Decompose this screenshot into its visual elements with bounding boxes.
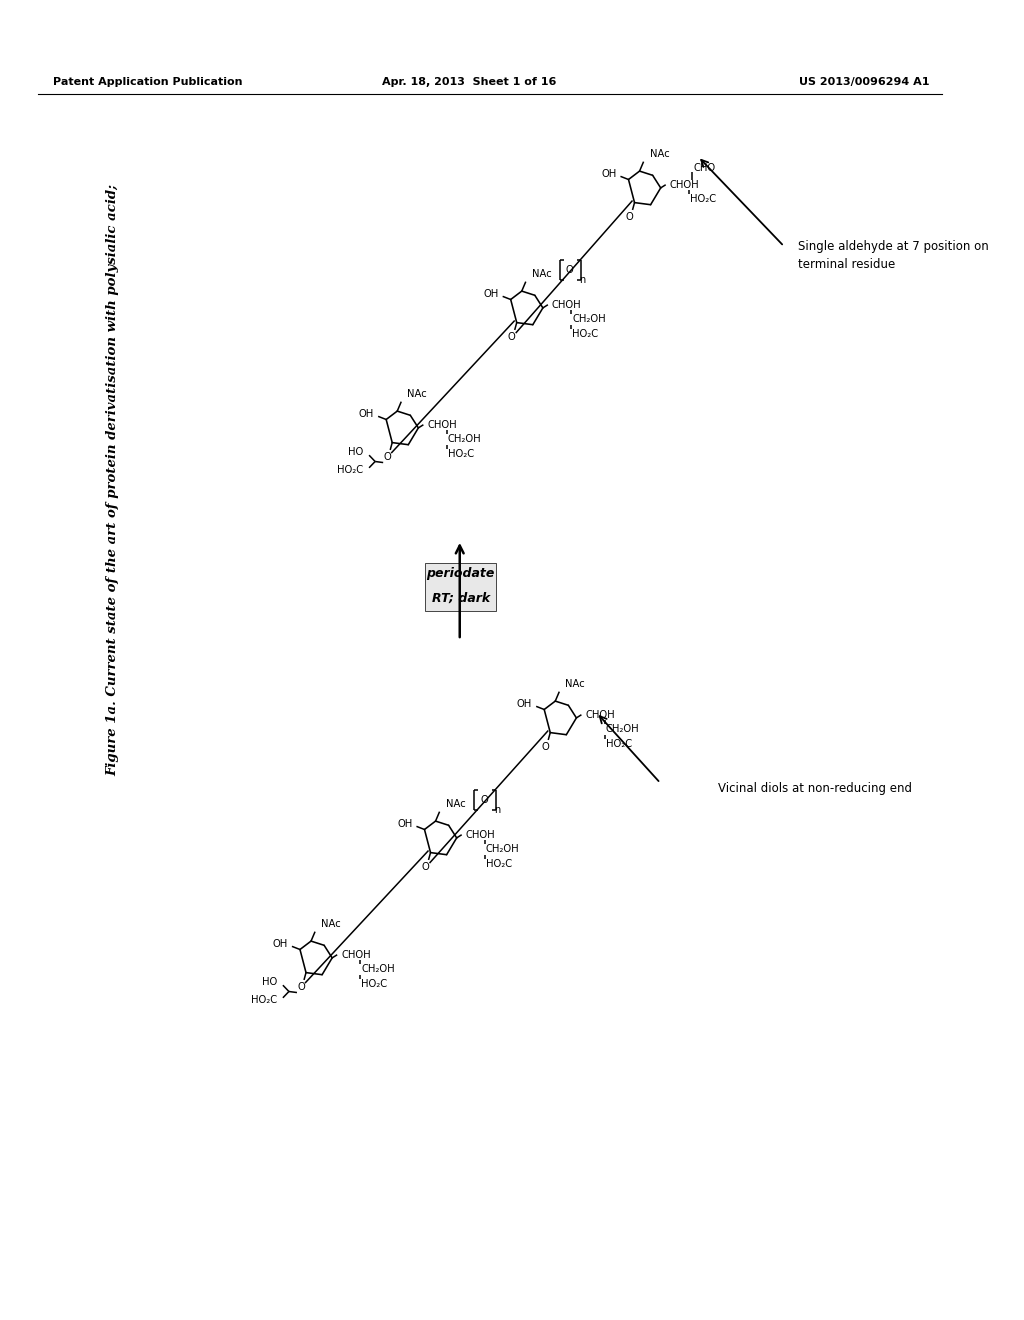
- Text: OH: OH: [397, 820, 413, 829]
- Text: n: n: [495, 805, 501, 814]
- Text: HO₂C: HO₂C: [572, 329, 598, 339]
- Text: NAc: NAc: [649, 149, 670, 160]
- Text: OH: OH: [483, 289, 499, 300]
- Text: NAc: NAc: [565, 680, 585, 689]
- Text: CH₂OH: CH₂OH: [605, 725, 639, 734]
- Text: Single aldehyde at 7 position on: Single aldehyde at 7 position on: [799, 240, 989, 253]
- Text: Patent Application Publication: Patent Application Publication: [52, 77, 243, 87]
- Text: HO₂C: HO₂C: [485, 859, 512, 869]
- Text: NAc: NAc: [322, 919, 341, 929]
- Text: NAc: NAc: [408, 389, 427, 400]
- FancyBboxPatch shape: [425, 564, 497, 611]
- Text: O: O: [565, 265, 573, 275]
- Text: CH₂OH: CH₂OH: [447, 434, 481, 445]
- Text: CHOH: CHOH: [341, 950, 371, 960]
- Text: n: n: [580, 275, 586, 285]
- Text: O: O: [626, 213, 634, 222]
- Text: O: O: [422, 862, 429, 873]
- Text: periodate: periodate: [427, 568, 495, 581]
- Text: CH₂OH: CH₂OH: [361, 965, 395, 974]
- Text: CHOH: CHOH: [427, 420, 457, 430]
- Text: O: O: [480, 795, 487, 805]
- Text: NAc: NAc: [445, 800, 465, 809]
- Text: O: O: [508, 333, 515, 342]
- Text: HO: HO: [348, 447, 364, 457]
- Text: CHOH: CHOH: [586, 710, 615, 719]
- Text: HO₂C: HO₂C: [605, 739, 632, 750]
- Text: Vicinal diols at non-reducing end: Vicinal diols at non-reducing end: [718, 781, 912, 795]
- Text: O: O: [383, 453, 391, 462]
- Text: OH: OH: [358, 409, 374, 420]
- Text: Figure 1a. Current state of the art of protein derivatisation with polysialic ac: Figure 1a. Current state of the art of p…: [106, 183, 120, 776]
- Text: CHO: CHO: [694, 162, 716, 173]
- Text: O: O: [297, 982, 305, 993]
- Text: HO₂C: HO₂C: [447, 449, 474, 459]
- Text: CHOH: CHOH: [552, 300, 582, 310]
- Text: HO₂C: HO₂C: [251, 995, 276, 1005]
- Text: HO₂C: HO₂C: [690, 194, 716, 205]
- Text: US 2013/0096294 A1: US 2013/0096294 A1: [799, 77, 929, 87]
- Text: terminal residue: terminal residue: [799, 257, 896, 271]
- Text: CH₂OH: CH₂OH: [572, 314, 605, 325]
- Text: OH: OH: [601, 169, 616, 180]
- Text: HO₂C: HO₂C: [337, 465, 364, 475]
- Text: RT; dark: RT; dark: [431, 591, 489, 605]
- Text: HO: HO: [261, 977, 276, 987]
- Text: CHOH: CHOH: [670, 180, 699, 190]
- Text: HO₂C: HO₂C: [361, 979, 387, 989]
- Text: O: O: [542, 742, 549, 752]
- Text: Apr. 18, 2013  Sheet 1 of 16: Apr. 18, 2013 Sheet 1 of 16: [382, 77, 556, 87]
- Text: CH₂OH: CH₂OH: [485, 845, 519, 854]
- Text: CHOH: CHOH: [466, 830, 496, 840]
- Text: OH: OH: [517, 700, 532, 709]
- Text: OH: OH: [272, 940, 288, 949]
- Text: NAc: NAc: [531, 269, 552, 280]
